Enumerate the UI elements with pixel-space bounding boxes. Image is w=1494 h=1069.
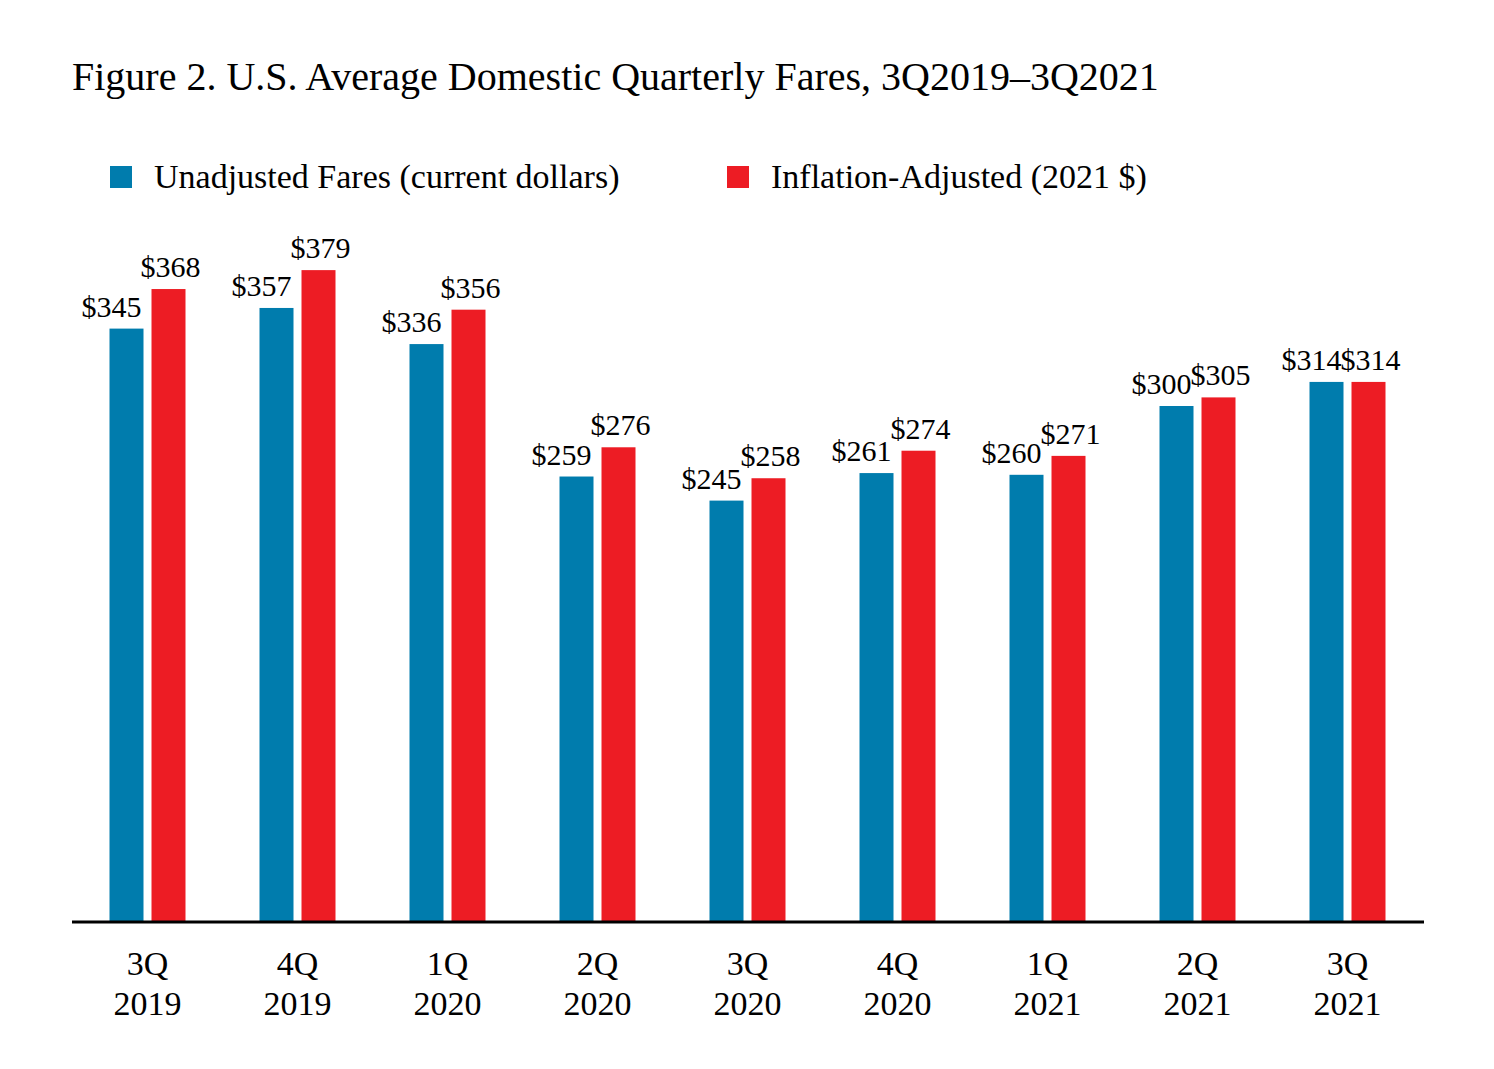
x-tick-label: 1Q2020 [414, 945, 482, 1022]
x-tick-label: 3Q2021 [1314, 945, 1382, 1022]
x-tick-label-line: 2020 [414, 985, 482, 1022]
bar [710, 501, 744, 922]
bar [152, 289, 186, 922]
x-tick-label-line: 3Q [127, 945, 169, 982]
x-tick-label-line: 2020 [864, 985, 932, 1022]
x-tick-label-line: 2Q [1177, 945, 1219, 982]
data-label: $258 [741, 439, 801, 472]
data-label: $357 [232, 269, 292, 302]
x-tick-label-line: 4Q [277, 945, 319, 982]
x-axis-line [72, 921, 1424, 924]
chart-container: Figure 2. U.S. Average Domestic Quarterl… [0, 0, 1494, 1069]
data-label: $356 [441, 271, 501, 304]
legend-label: Unadjusted Fares (current dollars) [154, 158, 619, 196]
data-label: $314 [1282, 343, 1342, 376]
bar [1202, 397, 1236, 922]
bar [1310, 382, 1344, 922]
x-tick-label-line: 2021 [1164, 985, 1232, 1022]
data-label: $305 [1191, 358, 1251, 391]
bar [560, 477, 594, 922]
bar [1010, 475, 1044, 922]
bar [602, 447, 636, 922]
x-tick-label-line: 2020 [714, 985, 782, 1022]
data-labels: $345 $368 $357 $379 $336$356 $259$276 $245$258… [82, 231, 1401, 494]
data-label: $336 [382, 305, 442, 338]
legend-label: Inflation-Adjusted (2021 $) [771, 158, 1147, 196]
bar [110, 329, 144, 922]
x-tick-label-line: 2019 [114, 985, 182, 1022]
x-tick-label-line: 1Q [427, 945, 469, 982]
title: Figure 2. U.S. Average Domestic Quarterl… [72, 54, 1159, 99]
data-label: $245 [682, 462, 742, 495]
x-tick-label-line: 2Q [577, 945, 619, 982]
bar [452, 310, 486, 922]
data-label: $345 [82, 290, 142, 323]
bar [410, 344, 444, 922]
x-tick-label: 2Q2021 [1164, 945, 1232, 1022]
x-tick-label: 4Q2019 [264, 945, 332, 1022]
data-label: $260 [982, 436, 1042, 469]
bar [1160, 406, 1194, 922]
x-tick-label-line: 3Q [1327, 945, 1369, 982]
data-label: $300 [1132, 367, 1192, 400]
data-label: $261 [832, 434, 892, 467]
x-tick-labels: 3Q20194Q20191Q20202Q20203Q20204Q20201Q20… [114, 945, 1382, 1022]
x-tick-label-line: 3Q [727, 945, 769, 982]
bars [110, 270, 1386, 922]
x-tick-label: 3Q2019 [114, 945, 182, 1022]
x-tick-label: 1Q2021 [1014, 945, 1082, 1022]
bar [1052, 456, 1086, 922]
x-tick-label: 3Q2020 [714, 945, 782, 1022]
data-label: $368 [141, 250, 201, 283]
legend-swatch [110, 166, 132, 188]
x-tick-label-line: 4Q [877, 945, 919, 982]
chart-svg: Figure 2. U.S. Average Domestic Quarterl… [0, 0, 1494, 1069]
bar [752, 478, 786, 922]
data-label: $274 [891, 412, 951, 445]
background [0, 0, 1494, 1069]
x-tick-label-line: 2021 [1014, 985, 1082, 1022]
legend: Unadjusted Fares (current dollars) Inflat… [110, 158, 1147, 196]
bar [860, 473, 894, 922]
data-label: $379 [291, 231, 351, 264]
data-label: $259 [532, 438, 592, 471]
bar [302, 270, 336, 922]
bar [260, 308, 294, 922]
x-tick-label-line: 2020 [564, 985, 632, 1022]
data-label: $276 [591, 408, 651, 441]
x-tick-label: 2Q2020 [564, 945, 632, 1022]
x-tick-label-line: 2021 [1314, 985, 1382, 1022]
data-label: $271 [1041, 417, 1101, 450]
bar [902, 451, 936, 922]
bar [1352, 382, 1386, 922]
x-tick-label-line: 2019 [264, 985, 332, 1022]
legend-swatch [727, 166, 749, 188]
x-tick-label-line: 1Q [1027, 945, 1069, 982]
data-label: $314 [1341, 343, 1401, 376]
x-tick-label: 4Q2020 [864, 945, 932, 1022]
